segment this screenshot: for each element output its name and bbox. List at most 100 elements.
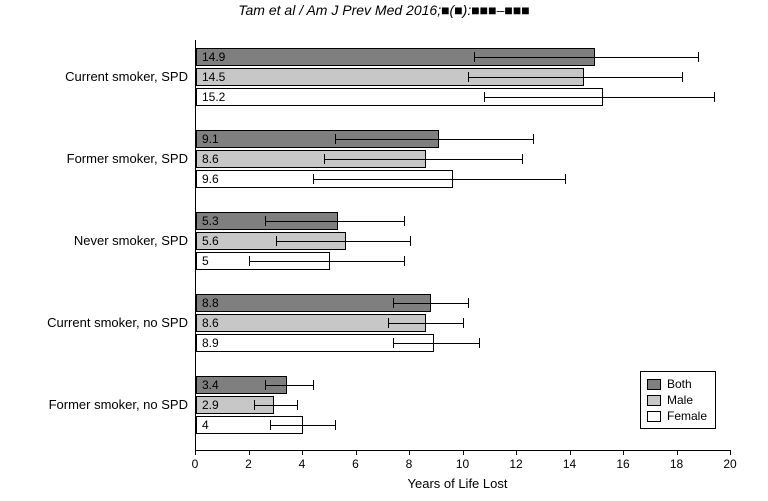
x-tick [302,450,303,455]
error-cap [313,380,314,390]
error-bar [324,159,522,160]
error-cap [410,236,411,246]
x-tick-label: 20 [720,457,740,471]
error-cap [254,400,255,410]
error-bar [394,303,469,304]
error-cap [533,134,534,144]
error-cap [565,174,566,184]
legend-swatch [647,411,661,422]
legend-label: Both [667,377,692,391]
error-cap [276,236,277,246]
error-cap [468,298,469,308]
category-label: Current smoker, no SPD [8,315,188,330]
error-cap [463,318,464,328]
bar-value-label: 14.9 [202,50,225,64]
x-tick [249,450,250,455]
error-bar [266,385,314,386]
error-bar [266,221,405,222]
error-bar [276,241,410,242]
error-bar [250,261,405,262]
error-cap [297,400,298,410]
error-bar [314,179,565,180]
error-cap [698,52,699,62]
category-label: Never smoker, SPD [8,233,188,248]
bar-value-label: 9.6 [202,172,219,186]
error-cap [388,318,389,328]
error-bar [335,139,533,140]
error-cap [270,420,271,430]
bar-value-label: 8.8 [202,296,219,310]
error-cap [468,72,469,82]
error-bar [271,425,335,426]
error-bar [485,97,715,98]
category-label: Former smoker, SPD [8,151,188,166]
x-tick-label: 10 [453,457,473,471]
bar-value-label: 14.5 [202,70,225,84]
error-bar [469,77,683,78]
x-tick-label: 18 [667,457,687,471]
error-cap [474,52,475,62]
bar-value-label: 5.3 [202,214,219,228]
x-axis-label: Years of Life Lost [408,476,508,491]
bar-value-label: 5.6 [202,234,219,248]
bar-value-label: 2.9 [202,398,219,412]
error-cap [313,174,314,184]
x-tick-label: 16 [613,457,633,471]
category-label: Former smoker, no SPD [8,397,188,412]
bar-value-label: 5 [202,254,209,268]
x-tick [516,450,517,455]
error-cap [393,338,394,348]
error-cap [393,298,394,308]
legend: Both Male Female [640,371,716,429]
x-tick-label: 6 [346,457,366,471]
legend-swatch [647,379,661,390]
x-tick [623,450,624,455]
error-cap [479,338,480,348]
chart-container: Tam et al / Am J Prev Med 2016;■(■):■■■–… [0,0,768,501]
x-tick-label: 4 [292,457,312,471]
bar-value-label: 3.4 [202,378,219,392]
error-bar [474,57,699,58]
legend-label: Female [667,409,707,423]
x-tick-label: 14 [560,457,580,471]
error-cap [484,92,485,102]
bar-value-label: 8.6 [202,316,219,330]
error-cap [682,72,683,82]
x-tick [356,450,357,455]
category-label: Current smoker, SPD [8,69,188,84]
legend-item: Male [647,392,707,408]
x-tick-label: 0 [185,457,205,471]
error-cap [335,420,336,430]
error-bar [394,343,480,344]
error-cap [522,154,523,164]
bar-value-label: 9.1 [202,132,219,146]
error-cap [714,92,715,102]
error-cap [265,380,266,390]
x-tick [195,450,196,455]
x-tick-label: 12 [506,457,526,471]
error-cap [324,154,325,164]
error-bar [255,405,298,406]
error-cap [265,216,266,226]
error-cap [404,256,405,266]
x-tick [463,450,464,455]
legend-item: Female [647,408,707,424]
citation-text: Tam et al / Am J Prev Med 2016;■(■):■■■–… [0,2,768,18]
x-tick [570,450,571,455]
bar-value-label: 8.6 [202,152,219,166]
legend-label: Male [667,393,693,407]
x-tick [677,450,678,455]
legend-swatch [647,395,661,406]
error-cap [335,134,336,144]
bar-value-label: 8.9 [202,336,219,350]
x-tick [409,450,410,455]
legend-item: Both [647,376,707,392]
error-cap [404,216,405,226]
error-cap [249,256,250,266]
x-tick [730,450,731,455]
bar-value-label: 4 [202,418,209,432]
error-bar [389,323,464,324]
x-tick-label: 8 [399,457,419,471]
x-tick-label: 2 [239,457,259,471]
bar-value-label: 15.2 [202,90,225,104]
